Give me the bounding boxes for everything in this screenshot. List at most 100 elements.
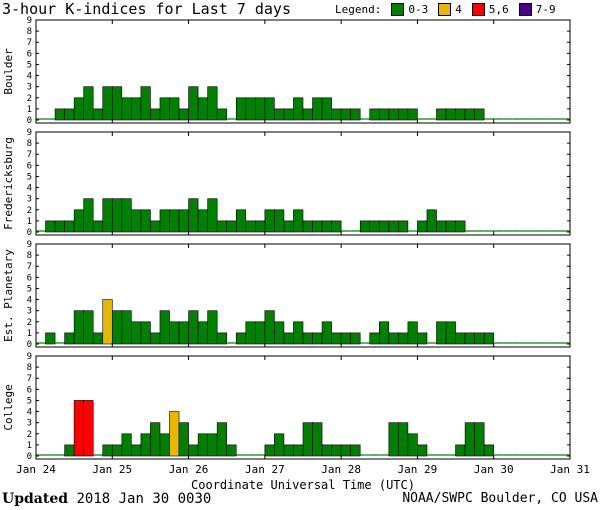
updated-label: Updated <box>2 491 69 507</box>
kindex-bar <box>483 332 495 345</box>
updated-stamp: Updated 2018 Jan 30 0030 <box>2 491 211 507</box>
kindex-bar <box>293 97 304 121</box>
x-tick-label: Jan 24 <box>16 463 56 476</box>
y-tick-label: 8 <box>27 27 32 37</box>
y-tick-label: 3 <box>27 83 32 93</box>
legend-swatch-0-3 <box>391 3 405 16</box>
kindex-bar <box>121 198 132 233</box>
kindex-bar <box>417 332 428 345</box>
y-tick-label: 9 <box>27 16 32 26</box>
kindex-bar <box>64 220 75 233</box>
kindex-bar <box>216 108 228 121</box>
kindex-bar <box>150 422 161 457</box>
kindex-bar <box>474 422 485 457</box>
y-tick-label: 0 <box>27 228 32 238</box>
kindex-bar <box>121 310 132 345</box>
x-tick-label: Jan 26 <box>169 463 209 476</box>
kindex-bar <box>398 332 409 345</box>
y-tick-label: 9 <box>27 352 32 362</box>
kindex-bar <box>369 332 380 345</box>
kindex-bar <box>388 220 399 233</box>
kindex-bar <box>197 97 208 121</box>
y-tick-label: 4 <box>27 408 32 418</box>
kindex-bar <box>302 108 313 121</box>
chart-title: 3-hour K-indices for Last 7 days <box>2 0 291 18</box>
kindex-bar <box>188 86 199 121</box>
kindex-bar <box>188 198 199 233</box>
x-tick-label: Jan 25 <box>92 463 132 476</box>
kindex-bar <box>340 108 351 121</box>
kindex-bar <box>455 108 466 121</box>
kindex-bar <box>378 321 390 345</box>
kindex-bar <box>350 332 361 345</box>
station-label-college: College <box>2 384 15 430</box>
kindex-bar <box>150 108 161 121</box>
kindex-bar <box>207 198 218 233</box>
kindex-bar <box>140 433 151 457</box>
kindex-bar <box>388 332 399 345</box>
y-tick-label: 1 <box>27 105 32 115</box>
kindex-bar <box>140 321 151 345</box>
y-tick-label: 0 <box>27 340 32 350</box>
kindex-bar <box>216 422 228 457</box>
kindex-bar <box>131 97 142 121</box>
kindex-bar <box>150 220 161 233</box>
kindex-bar <box>274 433 285 457</box>
kindex-bar <box>293 209 304 233</box>
kindex-bar <box>140 209 151 233</box>
x-tick-label: Jan 30 <box>474 463 514 476</box>
kindex-bar <box>312 332 323 345</box>
kindex-bar <box>331 332 342 345</box>
kindex-bar <box>64 444 75 457</box>
kindex-bar <box>474 108 485 121</box>
legend-entry-4: 4 <box>455 3 462 16</box>
y-tick-label: 4 <box>27 184 32 194</box>
y-tick-label: 1 <box>27 441 32 451</box>
updated-value: 2018 Jan 30 0030 <box>76 491 212 507</box>
kindex-bar <box>359 220 371 233</box>
kindex-bar <box>92 108 104 121</box>
kindex-bar <box>178 422 189 457</box>
kindex-bar <box>312 97 323 121</box>
kindex-bar <box>340 332 351 345</box>
kindex-bar <box>388 422 399 457</box>
kindex-bar <box>92 332 104 345</box>
y-tick-label: 7 <box>27 38 32 48</box>
kindex-bar <box>216 332 228 345</box>
kindex-bar <box>73 209 84 233</box>
y-tick-label: 6 <box>27 161 32 171</box>
y-tick-label: 2 <box>27 94 32 104</box>
kindex-bar <box>178 321 189 345</box>
y-tick-label: 5 <box>27 60 32 70</box>
y-tick-label: 6 <box>27 273 32 283</box>
y-tick-label: 6 <box>27 385 32 395</box>
kindex-bar <box>378 108 390 121</box>
y-tick-label: 1 <box>27 329 32 339</box>
kindex-bar <box>245 97 256 121</box>
kindex-bar <box>274 209 285 233</box>
kindex-bar <box>54 220 65 233</box>
kindex-bar <box>283 220 294 233</box>
kindex-bar <box>83 400 94 457</box>
y-tick-label: 2 <box>27 318 32 328</box>
legend: Legend: 0-3 4 5,6 7-9 <box>335 3 556 16</box>
y-tick-label: 9 <box>27 128 32 138</box>
kindex-bar <box>455 332 466 345</box>
y-tick-label: 3 <box>27 307 32 317</box>
kindex-bar <box>121 97 132 121</box>
kindex-bar <box>436 321 447 345</box>
kindex-bar <box>398 108 409 121</box>
x-axis-label: Coordinate Universal Time (UTC) <box>191 478 415 492</box>
y-tick-label: 0 <box>27 116 32 126</box>
kindex-bar <box>369 220 380 233</box>
kindex-bar <box>445 321 456 345</box>
y-tick-label: 0 <box>27 452 32 462</box>
kindex-bar <box>226 444 237 457</box>
y-tick-label: 9 <box>27 240 32 250</box>
kindex-bar <box>417 220 428 233</box>
kindex-bar <box>388 108 399 121</box>
kindex-bar <box>340 444 351 457</box>
y-tick-label: 8 <box>27 139 32 149</box>
kindex-bar <box>169 411 180 457</box>
